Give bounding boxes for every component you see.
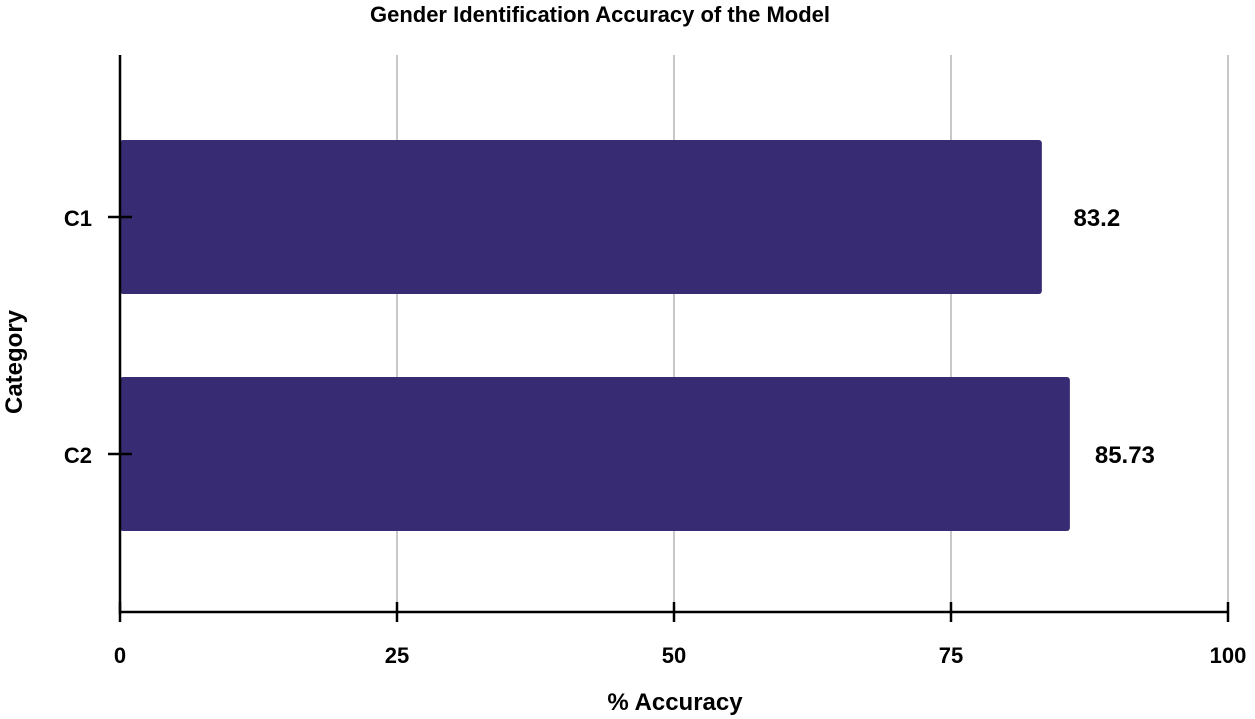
y-axis-label: Category [1, 309, 28, 414]
data-label-C1: 83.2 [1073, 205, 1120, 232]
y-tick-label-C2: C2 [64, 443, 92, 468]
x-tick-label-75: 75 [939, 643, 963, 668]
axes [108, 55, 1230, 622]
x-axis-label: % Accuracy [607, 689, 743, 716]
x-tick-label-100: 100 [1210, 643, 1247, 668]
bars [120, 140, 1070, 531]
chart-title: Gender Identification Accuracy of the Mo… [370, 2, 830, 27]
labels: 83.2 85.73 0 25 50 75 100 C1 C2 [64, 205, 1246, 668]
x-tick-label-25: 25 [385, 643, 409, 668]
bar-C1 [120, 140, 1042, 294]
data-label-C2: 85.73 [1095, 442, 1155, 469]
bar-C2 [120, 377, 1070, 531]
y-tick-label-C1: C1 [64, 206, 92, 231]
x-tick-label-50: 50 [662, 643, 686, 668]
x-tick-label-0: 0 [114, 643, 126, 668]
